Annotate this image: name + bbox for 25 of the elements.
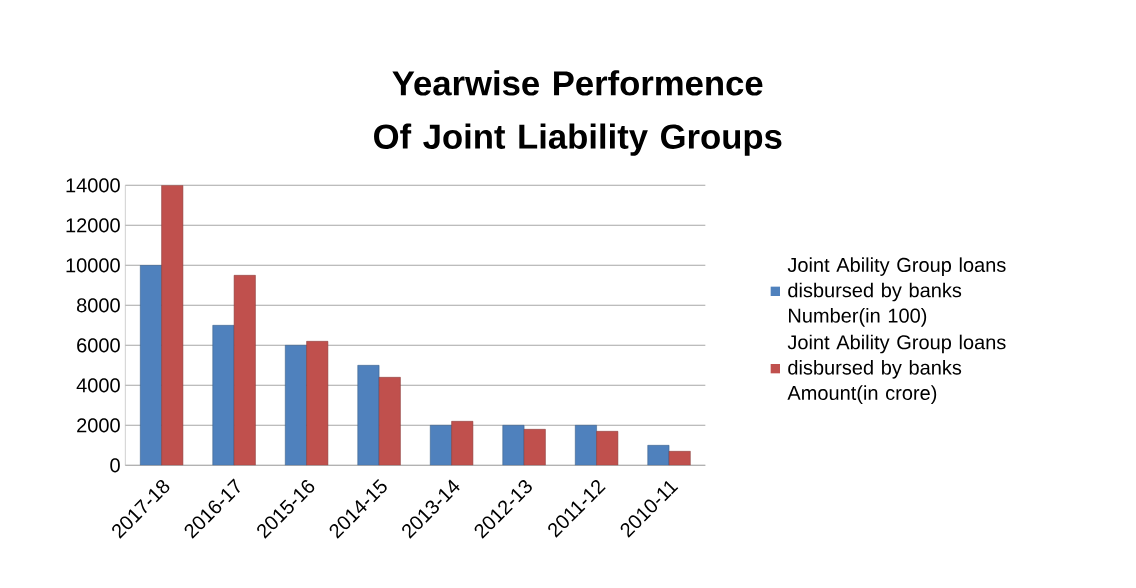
y-tick-label: 12000 (66, 218, 120, 233)
legend-label: Joint Ability Group loans disbursed by banks Amount(in crore) (787, 334, 1006, 404)
bar (212, 325, 235, 466)
bar (378, 377, 401, 466)
legend-label: Joint Ability Group loans disbursed by banks Number(in 100) (787, 257, 1006, 327)
bar (357, 365, 380, 466)
bar (306, 341, 329, 466)
y-tick-label: 10000 (66, 258, 120, 273)
bar (502, 425, 525, 466)
y-tick-label: 14000 (66, 178, 120, 193)
chart-title: Yearwise Performence Of Joint Liability Groups (374, 70, 782, 156)
y-tick-label: 6000 (77, 338, 120, 353)
bar (161, 185, 184, 466)
bar (451, 421, 474, 466)
bar (523, 429, 546, 466)
bar (596, 431, 619, 466)
bar (429, 425, 452, 466)
bar (233, 275, 256, 466)
bar (574, 425, 597, 466)
y-tick-label: 8000 (77, 298, 120, 313)
y-tick-label: 0 (110, 458, 120, 473)
y-tick-label: 4000 (76, 378, 120, 393)
bar (139, 265, 162, 466)
bar (284, 345, 307, 466)
y-tick-label: 2000 (77, 418, 120, 433)
